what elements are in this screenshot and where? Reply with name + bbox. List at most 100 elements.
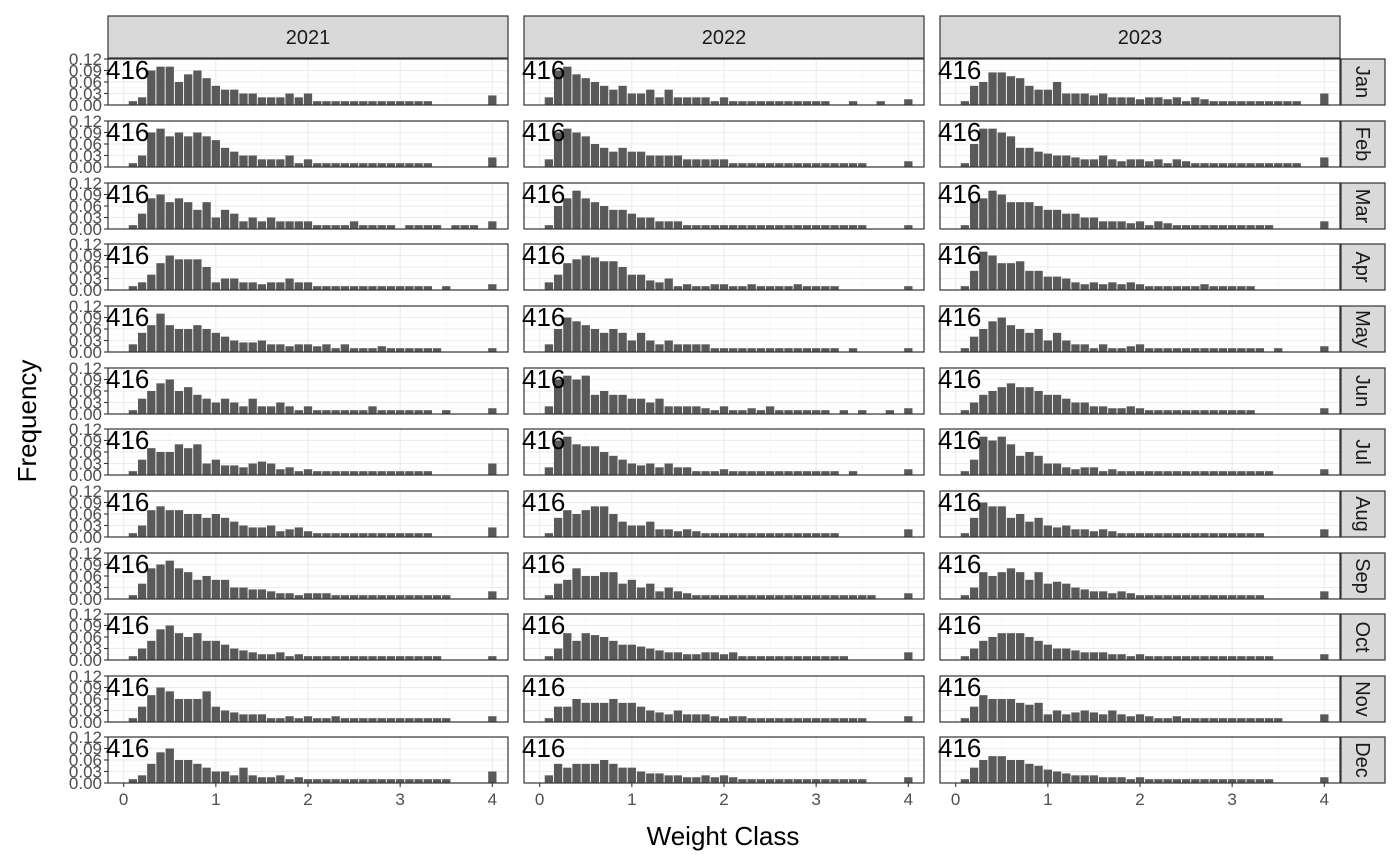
histogram-bar: [211, 217, 220, 229]
histogram-bar: [128, 344, 138, 352]
histogram-bar: [646, 773, 655, 783]
histogram-bar: [285, 467, 294, 475]
histogram-bar: [331, 779, 340, 783]
histogram-bar: [257, 527, 267, 537]
histogram-bar: [405, 595, 414, 599]
histogram-bar: [960, 163, 970, 167]
histogram-bar: [1264, 163, 1274, 167]
histogram-bar: [1228, 595, 1237, 599]
histogram-bar: [165, 379, 174, 414]
y-tick-label: 0.06: [69, 135, 102, 154]
histogram-bar: [230, 712, 239, 722]
histogram-bar: [756, 286, 766, 290]
histogram-bar: [377, 779, 386, 783]
y-tick-label: 0.03: [69, 702, 102, 721]
panel-count-label: 416: [522, 733, 565, 763]
histogram-bar: [396, 656, 405, 660]
histogram-bar: [202, 136, 211, 167]
histogram-bar: [331, 286, 340, 290]
histogram-bar: [1117, 777, 1126, 783]
histogram-bar: [692, 97, 701, 105]
histogram-bar: [386, 348, 396, 352]
histogram-bar: [1154, 97, 1163, 105]
histogram-bar: [765, 718, 775, 722]
histogram-bar: [1181, 718, 1191, 722]
histogram-bar: [220, 644, 230, 660]
histogram-bar: [1016, 702, 1025, 722]
histogram-bar: [1228, 286, 1237, 290]
histogram-bar: [848, 595, 858, 599]
histogram-bar: [1016, 387, 1025, 414]
histogram-bar: [848, 101, 858, 105]
histogram-bar: [969, 767, 979, 783]
histogram-bar: [979, 394, 988, 414]
histogram-bar: [600, 147, 609, 167]
histogram-bar: [904, 225, 913, 229]
histogram-bar: [165, 510, 174, 537]
histogram-bar: [423, 348, 432, 352]
histogram-bar: [1181, 225, 1191, 229]
histogram-bar: [285, 221, 294, 229]
histogram-bar: [719, 718, 729, 722]
histogram-bar: [793, 471, 802, 475]
histogram-bar: [1163, 223, 1172, 229]
histogram-bar: [184, 74, 193, 105]
histogram-bar: [701, 225, 710, 229]
histogram-bar: [1200, 718, 1209, 722]
histogram-bar: [1034, 702, 1043, 722]
histogram-bar: [184, 760, 193, 783]
histogram-bar: [313, 225, 322, 229]
histogram-bar: [359, 410, 368, 414]
histogram-bar: [627, 340, 636, 352]
histogram-bar: [1126, 533, 1135, 537]
histogram-bar: [1163, 595, 1172, 599]
histogram-bar: [738, 410, 747, 414]
histogram-bar: [248, 342, 257, 352]
histogram-bar: [239, 342, 248, 352]
histogram-bar: [738, 716, 747, 722]
histogram-bar: [1080, 775, 1089, 783]
histogram-bar: [1218, 595, 1228, 599]
histogram-bar: [1089, 775, 1099, 783]
histogram-bar: [156, 194, 165, 229]
histogram-bar: [646, 280, 655, 290]
histogram-bar: [248, 775, 257, 783]
histogram-bar: [544, 533, 554, 537]
histogram-bar: [1237, 101, 1246, 105]
x-tick-label: 0: [119, 790, 128, 809]
histogram-bar: [563, 767, 572, 783]
histogram-bar: [1163, 410, 1172, 414]
histogram-bar: [997, 699, 1006, 722]
histogram-bar: [1200, 656, 1209, 660]
histogram-bar: [220, 336, 230, 352]
histogram-bar: [682, 159, 692, 167]
histogram-bar: [1163, 99, 1172, 105]
histogram-bar: [636, 332, 646, 352]
histogram-bar: [636, 398, 646, 414]
histogram-bar: [432, 718, 442, 722]
histogram-bar: [211, 459, 220, 475]
histogram-bar: [1172, 97, 1182, 105]
histogram-bar: [1098, 777, 1108, 783]
histogram-bar: [1191, 225, 1200, 229]
strip-label-jul: Jul: [1351, 439, 1373, 465]
histogram-bar: [553, 329, 563, 352]
histogram-bar: [1034, 517, 1043, 537]
y-tick-label: 0.00: [69, 466, 102, 485]
histogram-bar: [257, 340, 267, 352]
histogram-bar: [1228, 163, 1237, 167]
histogram-bar: [276, 593, 285, 599]
histogram-bar: [646, 463, 655, 475]
histogram-bar: [710, 716, 719, 722]
histogram-bar: [765, 779, 775, 783]
histogram-bar: [202, 329, 211, 352]
histogram-bar: [488, 221, 497, 229]
histogram-bar: [572, 74, 581, 105]
histogram-bar: [128, 718, 138, 722]
histogram-bar: [1181, 410, 1191, 414]
y-tick-label: 0.03: [69, 270, 102, 289]
histogram-bar: [340, 533, 350, 537]
histogram-bar: [812, 718, 821, 722]
histogram-bar: [137, 525, 147, 537]
histogram-bar: [257, 777, 267, 783]
